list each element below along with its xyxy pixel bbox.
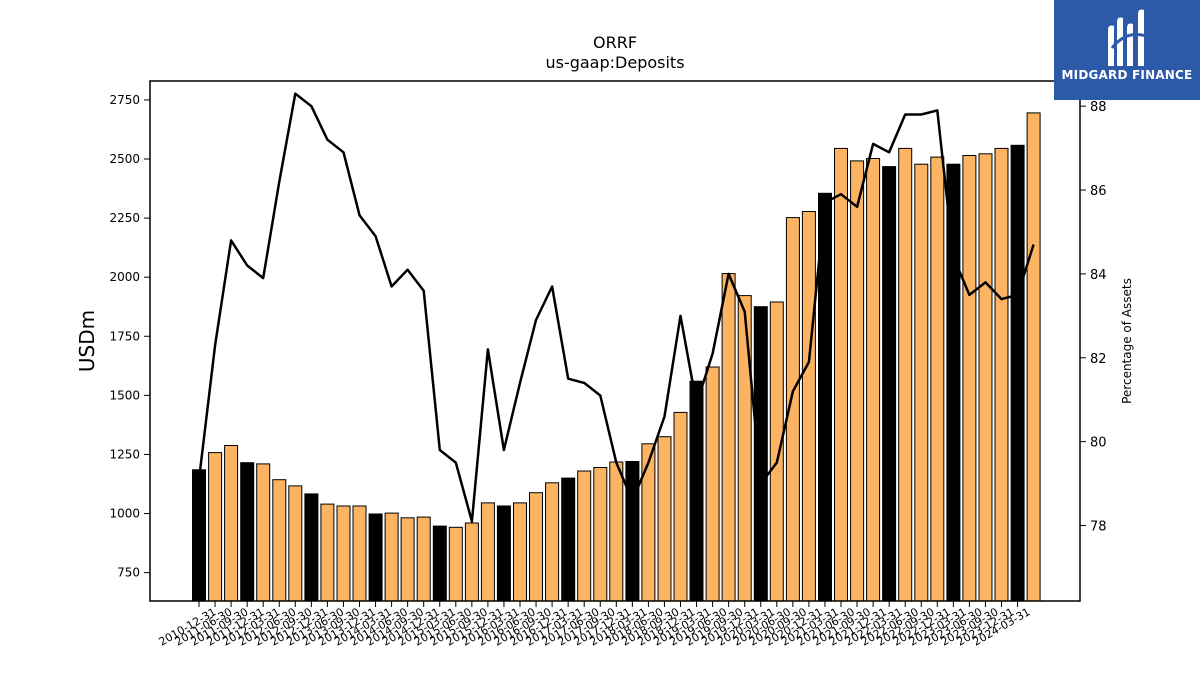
bar [256, 463, 271, 602]
plot-frame [149, 80, 1081, 602]
bar [561, 477, 576, 602]
logo: MIDGARD FINANCE [1054, 0, 1200, 100]
bar [914, 163, 929, 602]
bar [882, 166, 897, 602]
bar [384, 512, 399, 602]
logo-text: MIDGARD FINANCE [1061, 68, 1193, 82]
bar [272, 479, 287, 602]
y2-tick-label: 84 [1090, 268, 1107, 283]
y-tick-label: 1000 [109, 507, 140, 521]
bar [898, 147, 913, 602]
y-tick-label: 2250 [109, 211, 140, 225]
bar [480, 502, 495, 602]
y-tick-label: 1500 [109, 388, 140, 402]
bar [416, 516, 431, 602]
bar [962, 155, 977, 602]
bar [208, 452, 223, 602]
bar [657, 436, 672, 602]
bar [593, 467, 608, 602]
bar [834, 147, 848, 602]
bar [994, 147, 1009, 602]
y-axis-right: 78 80 82 84 86 88 [1080, 100, 1107, 535]
bar [705, 366, 720, 602]
bar [641, 443, 656, 602]
y-tick-label: 1750 [109, 329, 140, 343]
bar [866, 158, 881, 602]
bar [545, 482, 560, 602]
bar [368, 513, 383, 602]
bar [721, 273, 736, 602]
bar [577, 470, 592, 602]
percentage-line [197, 92, 1035, 523]
y-tick-label: 2500 [109, 152, 140, 166]
y-tick-label: 2750 [109, 93, 140, 107]
bar [320, 503, 335, 602]
bar [400, 517, 415, 602]
bar [769, 301, 784, 602]
x-axis: 2010-12-312011-06-302011-09-302011-12-31… [157, 601, 1033, 649]
bar [464, 522, 479, 602]
bar [850, 160, 865, 602]
y2-tick-label: 86 [1090, 184, 1107, 199]
y-tick-label: 750 [117, 566, 140, 580]
bar [609, 461, 624, 602]
bar [673, 411, 688, 602]
bar [513, 502, 527, 602]
bar [496, 505, 511, 602]
bars-group [192, 112, 1041, 602]
bar [753, 306, 768, 602]
bar [304, 493, 319, 602]
bar [978, 153, 993, 602]
bar [625, 461, 640, 602]
bar [1026, 112, 1041, 602]
y2-tick-label: 82 [1090, 352, 1107, 367]
y2-tick-label: 78 [1090, 520, 1107, 535]
chart-subtitle: us-gaap:Deposits [545, 53, 684, 72]
bar [946, 163, 961, 602]
bar [1010, 144, 1025, 602]
bar [240, 462, 255, 602]
bar [224, 445, 239, 602]
bar [801, 211, 816, 602]
y2-tick-label: 80 [1090, 436, 1107, 451]
bar [930, 156, 945, 602]
bar [737, 295, 752, 602]
bar [529, 492, 543, 602]
chart-title: ORRF [593, 33, 637, 52]
logo-mark-icon [1108, 9, 1147, 66]
y-axis-left: 750 1000 1250 1500 1750 2000 2250 2500 2750 [109, 93, 150, 580]
bar [288, 485, 303, 602]
y-tick-label: 1250 [109, 447, 140, 461]
y2-axis-label: Percentage of Assets [1120, 278, 1134, 404]
bar [432, 525, 447, 602]
bar [448, 526, 463, 602]
bar [689, 380, 704, 602]
y-axis-label: USDm [75, 310, 99, 372]
y-tick-label: 2000 [109, 270, 140, 284]
bar [192, 469, 206, 602]
y2-tick-label: 88 [1090, 100, 1107, 115]
bar [352, 505, 367, 602]
bar [336, 505, 351, 602]
